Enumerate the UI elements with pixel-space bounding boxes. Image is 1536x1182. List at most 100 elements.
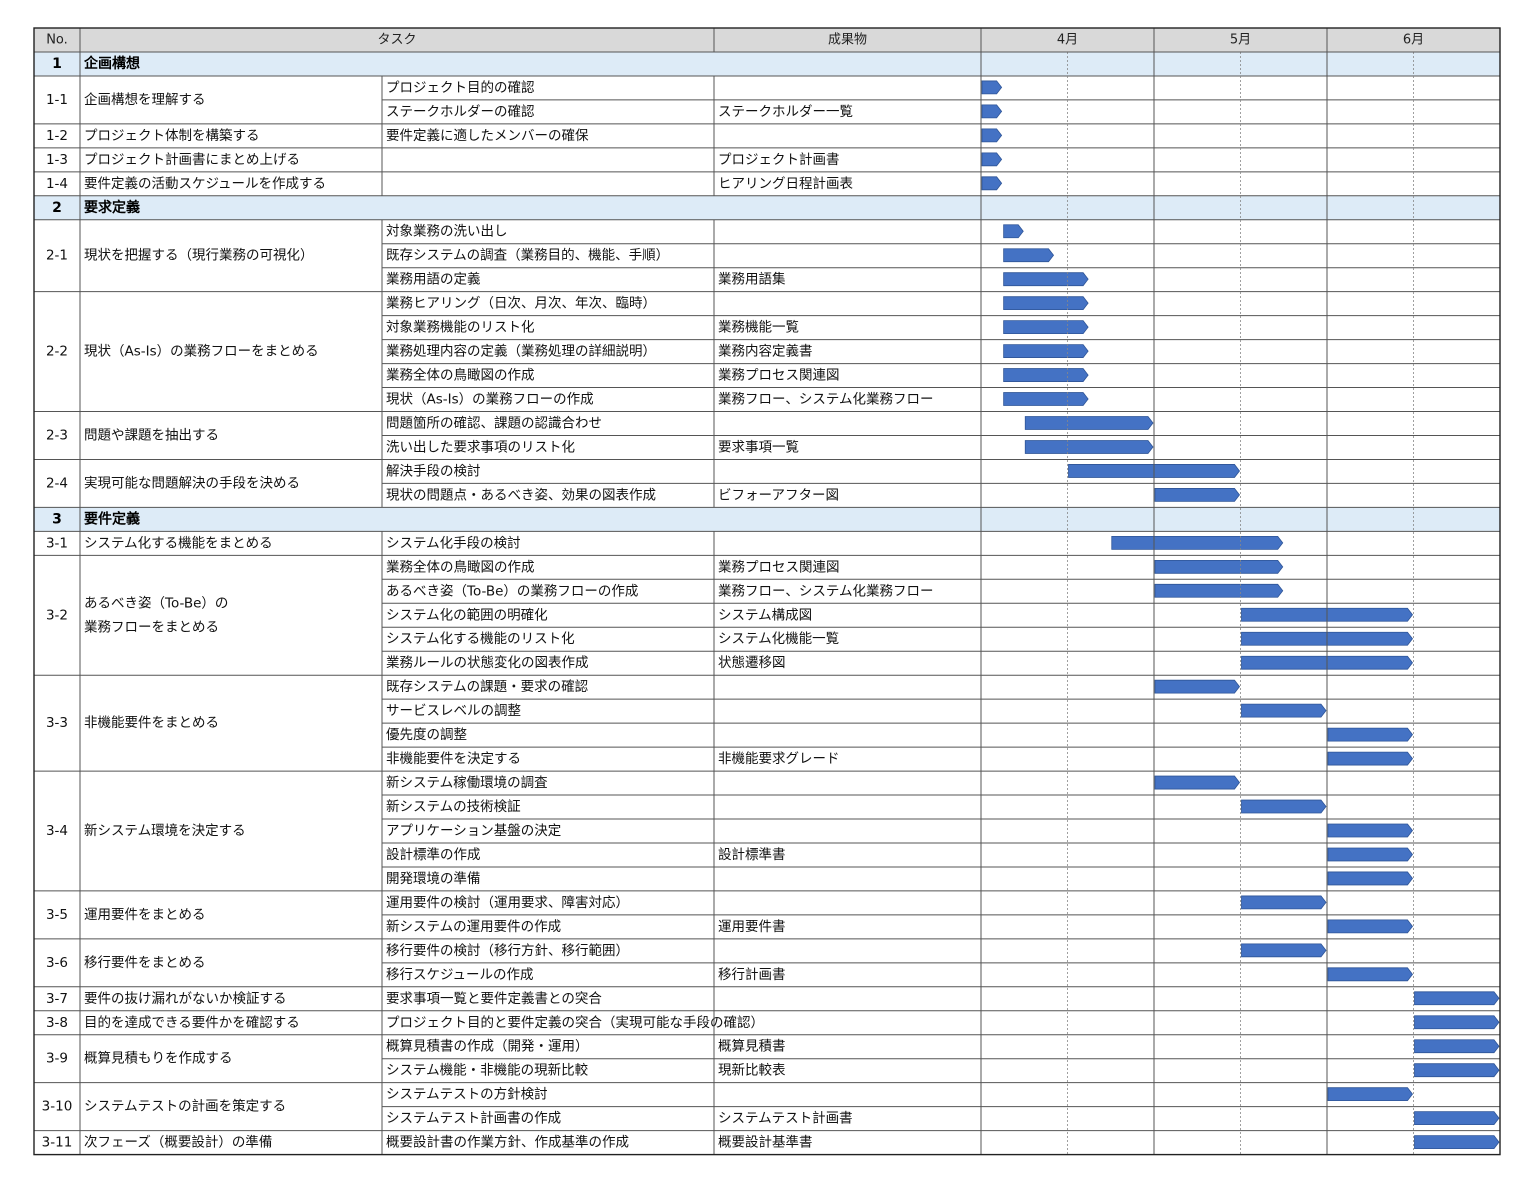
- group-no: 1-1: [46, 92, 68, 108]
- subtask-label: 移行要件の検討（移行方針、移行範囲）: [386, 943, 629, 959]
- section-row: [34, 195, 1500, 220]
- subtask-label: 新システムの技術検証: [386, 799, 521, 815]
- gantt-bar: [1003, 320, 1089, 335]
- group-no: 1-4: [46, 176, 68, 192]
- deliverable-label: 業務プロセス関連図: [718, 368, 840, 384]
- deliverable-label: 要求事項一覧: [718, 438, 799, 455]
- group-title: 現状を把握する（現行業務の可視化）: [84, 248, 314, 264]
- gantt-bar: [1241, 943, 1327, 958]
- deliverable-label: 業務機能一覧: [718, 319, 799, 336]
- group-title: 実現可能な問題解決の手段を決める: [84, 475, 300, 491]
- gantt-bar: [1003, 248, 1055, 263]
- subtask-label: 優先度の調整: [386, 727, 467, 743]
- subtask-label: 概要設計書の作業方針、作成基準の作成: [386, 1134, 629, 1151]
- gantt-bar: [1003, 368, 1089, 382]
- deliverable-label: プロジェクト計画書: [718, 152, 840, 168]
- group-title: 要件の抜け漏れがないか検証する: [84, 991, 287, 1007]
- group-title: 非機能要件をまとめる: [84, 715, 219, 731]
- deliverable-label: ステークホルダー一覧: [718, 103, 853, 120]
- gantt-bar: [981, 176, 1003, 191]
- gantt-bar: [1327, 967, 1414, 982]
- table-border: [33, 27, 1501, 1156]
- deliverable-label: システム構成図: [718, 607, 812, 623]
- deliverable-label: 業務用語集: [718, 271, 786, 288]
- group-title: 要件定義の活動スケジュールを作成する: [84, 175, 326, 192]
- gantt-bar: [1154, 488, 1241, 502]
- group-no: 2-4: [46, 475, 68, 491]
- section-title: 要件定義: [84, 510, 140, 527]
- gantt-bar: [1003, 296, 1089, 311]
- section-row: [34, 51, 1500, 76]
- subtask-label: 対象業務機能のリスト化: [386, 320, 535, 336]
- subtask-label: システム化手段の検討: [386, 535, 521, 551]
- gantt-bar: [1414, 1063, 1500, 1078]
- subtask-label: 業務ルールの状態変化の図表作成: [386, 654, 589, 671]
- deliverable-label: 業務内容定義書: [718, 343, 813, 360]
- group-title: プロジェクト体制を構築する: [84, 128, 260, 144]
- subtask-label: 現状（As-Is）の業務フローの作成: [386, 392, 594, 408]
- deliverable-label: 現新比較表: [718, 1063, 786, 1079]
- deliverable-label: 業務プロセス関連図: [718, 559, 840, 575]
- gantt-bar: [1241, 895, 1327, 910]
- subtask-label: システムテストの方針検討: [386, 1087, 548, 1103]
- group-no: 2-1: [46, 248, 68, 264]
- deliverable-label: 状態遷移図: [718, 655, 786, 671]
- subtask-label: 既存システムの調査（業務目的、機能、手順）: [386, 248, 669, 264]
- gantt-bar: [1327, 751, 1414, 766]
- header-row: [34, 28, 1500, 52]
- gantt-bar: [1003, 392, 1089, 406]
- group-title: 概算見積もりを作成する: [84, 1051, 233, 1067]
- gantt-bar: [1154, 559, 1284, 574]
- subtask-label: 概算見積書の作成（開発・運用）: [386, 1039, 589, 1055]
- gantt-bar: [1241, 799, 1327, 814]
- deliverable-label: 業務フロー、システム化業務フロー: [718, 583, 933, 599]
- subtask-label: プロジェクト目的の確認: [386, 80, 535, 96]
- section-no: 1: [52, 56, 62, 72]
- gantt-bar: [1003, 224, 1024, 239]
- section-title: 企画構想: [83, 55, 140, 72]
- subtask-label: 新システム稼働環境の調査: [386, 775, 548, 791]
- subtask-label: 移行スケジュールの作成: [386, 967, 534, 983]
- group-title: システム化する機能をまとめる: [84, 535, 273, 551]
- subtask-label: システム機能・非機能の現新比較: [386, 1063, 589, 1079]
- subtask-label: 運用要件の検討（運用要求、障害対応）: [386, 895, 629, 911]
- group-no: 3-11: [42, 1135, 73, 1151]
- subtask-label: 業務全体の鳥瞰図の作成: [386, 367, 535, 384]
- subtask-label: 業務用語の定義: [386, 271, 481, 288]
- group-title: 移行要件をまとめる: [84, 955, 206, 971]
- subtask-label: サービスレベルの調整: [386, 703, 521, 719]
- group-title: 企画構想を理解する: [84, 91, 206, 108]
- deliverable-label: 概算見積書: [718, 1039, 786, 1055]
- subtask-label: あるべき姿（To-Be）の業務フローの作成: [386, 583, 638, 599]
- gantt-bar: [1327, 1087, 1414, 1102]
- group-no: 3-7: [46, 991, 68, 1007]
- subtask-label: プロジェクト目的と要件定義の突合（実現可能な手段の確認）: [386, 1014, 764, 1031]
- gantt-bar: [981, 104, 1003, 119]
- section-row: [34, 507, 1500, 532]
- group-no: 1-2: [46, 128, 68, 144]
- group-title: システムテストの計画を策定する: [84, 1098, 286, 1115]
- section-no: 2: [52, 200, 62, 216]
- group-no: 3-9: [46, 1051, 68, 1067]
- subtask-label: 新システムの運用要件の作成: [386, 919, 561, 935]
- group-title: あるべき姿（To-Be）の: [84, 595, 228, 611]
- gantt-bar: [981, 152, 1003, 167]
- gantt-bar: [1414, 1111, 1500, 1126]
- group-title: プロジェクト計画書にまとめ上げる: [84, 152, 300, 168]
- group-no: 2-3: [46, 427, 68, 443]
- gantt-bar: [1327, 727, 1414, 742]
- gantt-bar: [981, 80, 1003, 95]
- subtask-label: 業務ヒアリング（日次、月次、年次、臨時）: [386, 296, 656, 312]
- subtask-label: 既存システムの課題・要求の確認: [386, 679, 589, 695]
- subtask-label: ステークホルダーの確認: [386, 104, 535, 120]
- gantt-bar: [1024, 416, 1154, 430]
- group-no: 3-6: [46, 955, 68, 971]
- gantt-bar: [1327, 919, 1414, 934]
- deliverable-label: ビフォーアフター図: [718, 487, 839, 503]
- subtask-label: 現状の問題点・あるべき姿、効果の図表作成: [386, 487, 656, 503]
- group-no: 1-3: [46, 152, 68, 168]
- group-title: 新システム環境を決定する: [84, 823, 246, 839]
- gantt-bar: [1154, 775, 1241, 790]
- subtask-label: 問題箇所の確認、課題の認識合わせ: [386, 415, 602, 432]
- subtask-label: 解決手段の検討: [386, 463, 481, 479]
